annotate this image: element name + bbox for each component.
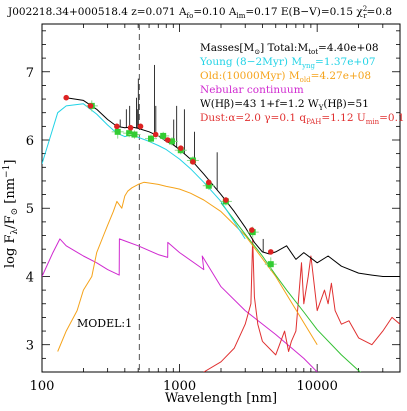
legend-dust: Dust:α=2.0 γ=0.1 qPAH=1.12 Umin=0.1 — [200, 112, 405, 126]
series-green-line — [220, 202, 362, 372]
model-point — [164, 137, 171, 143]
series-nebular-line — [42, 238, 318, 372]
legend-nebular: Nebular continuum — [200, 84, 304, 96]
model-point — [114, 123, 120, 130]
y-tick-label: 4 — [26, 270, 34, 285]
obs-point — [267, 261, 274, 268]
model-point — [177, 145, 184, 151]
model-point — [152, 131, 159, 138]
points-layer — [63, 94, 277, 272]
model-point — [205, 179, 212, 186]
y-axis-label: log Fλ/F⊙ [nm−1] — [2, 160, 20, 268]
obs-point — [168, 138, 175, 145]
y-tick-label: 7 — [26, 66, 34, 81]
model-point — [267, 249, 274, 255]
axis-labels: MODEL:1 Wavelength [nm] log Fλ/F⊙ [nm−1] — [2, 160, 277, 406]
model-point — [190, 159, 196, 165]
x-axis-label: Wavelength [nm] — [165, 391, 277, 406]
model-point — [63, 94, 70, 101]
series-dust-line — [203, 238, 400, 372]
obs-point — [205, 182, 212, 189]
model-point — [87, 103, 94, 109]
model-point — [249, 227, 255, 233]
model-point — [223, 197, 229, 203]
legend-masses: Masses[M⊙] Total:Mtot=4.40e+08 — [200, 42, 379, 56]
y-tick-label: 3 — [26, 339, 34, 354]
legend-young: Young (8−2Myr) Myng=1.37e+07 — [199, 56, 376, 70]
x-tick-label: 100 — [30, 379, 55, 394]
x-tick-label: 10000 — [296, 379, 337, 394]
y-tick-label: 6 — [26, 134, 34, 149]
y-tick-label: 5 — [26, 202, 34, 217]
model-point — [127, 124, 134, 131]
series-layer — [42, 64, 400, 372]
x-tick-label: 1000 — [163, 379, 196, 394]
model-label: MODEL:1 — [77, 317, 132, 330]
obs-point — [148, 135, 155, 142]
series-total-line — [66, 97, 400, 277]
chart-title: J002218.34+000518.4 z=0.071 Afo=0.10 Alm… — [7, 5, 392, 20]
axes: 100 1000 10000 3 4 5 6 7 — [26, 23, 401, 394]
title-text: J002218.34+000518.4 z=0.071 Afo=0.10 Alm… — [7, 5, 392, 20]
model-point — [137, 123, 144, 130]
series-old-line — [57, 181, 318, 352]
legend-old: Old:(10000Myr) Mold=4.27e+08 — [200, 70, 371, 84]
obs-point — [114, 128, 121, 135]
obs-point — [160, 132, 167, 139]
legend-whb: W(Hβ)=43 1+f=1.2 WY(Hβ)=51 — [200, 98, 369, 112]
obs-point — [126, 130, 133, 137]
series-young-line — [42, 103, 246, 240]
obs-point — [131, 131, 138, 138]
